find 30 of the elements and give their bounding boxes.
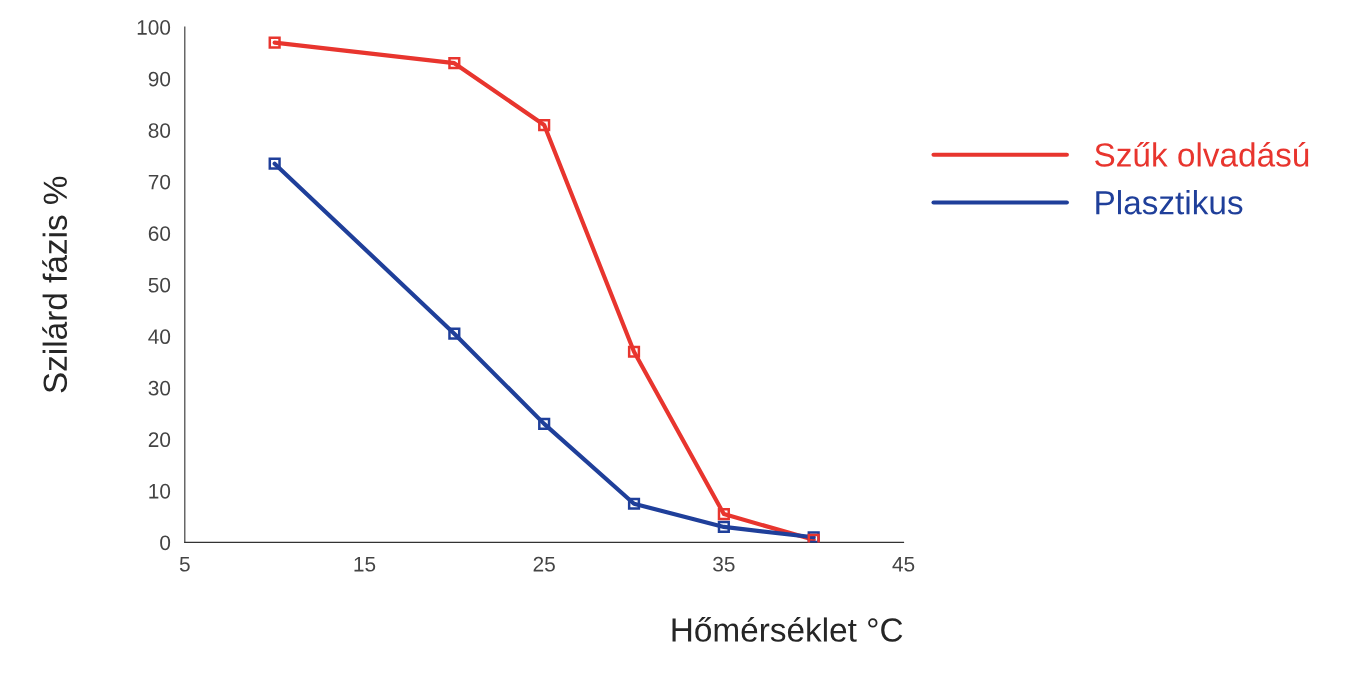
y-tick-label: 20 [148, 432, 171, 448]
x-tick-label: 5 [179, 557, 190, 572]
y-tick-label: 100 [137, 20, 171, 35]
point [538, 417, 551, 430]
point [448, 57, 461, 70]
legend-label: Szűk olvadású [1095, 141, 1309, 167]
y-tick-label: 50 [148, 277, 171, 293]
y-tick-label: 60 [148, 226, 171, 241]
x-tick-label: 15 [354, 557, 376, 572]
point [538, 118, 551, 132]
point [717, 507, 730, 521]
x-tick-label: 45 [892, 557, 915, 572]
point [448, 327, 461, 340]
point [268, 157, 281, 170]
point [627, 345, 641, 358]
y-tick-label: 90 [148, 71, 171, 87]
x-tick-label: 35 [713, 556, 735, 572]
y-tick-label: 10 [149, 483, 171, 499]
y-tick-label: 40 [148, 329, 171, 345]
y-tick-label: 70 [148, 174, 171, 190]
y-axis-title: Szilárd fázis % [42, 176, 68, 393]
point [717, 520, 730, 534]
legend-label: Plasztikus [1096, 190, 1243, 215]
point [268, 36, 281, 49]
y-tick-label: 80 [148, 123, 171, 138]
y-tick-label: 0 [160, 535, 171, 551]
x-tick-label: 25 [533, 556, 555, 572]
x-axis-title: Hőmérséklet °C [672, 616, 903, 642]
point [627, 497, 641, 510]
y-tick-label: 30 [148, 380, 171, 396]
